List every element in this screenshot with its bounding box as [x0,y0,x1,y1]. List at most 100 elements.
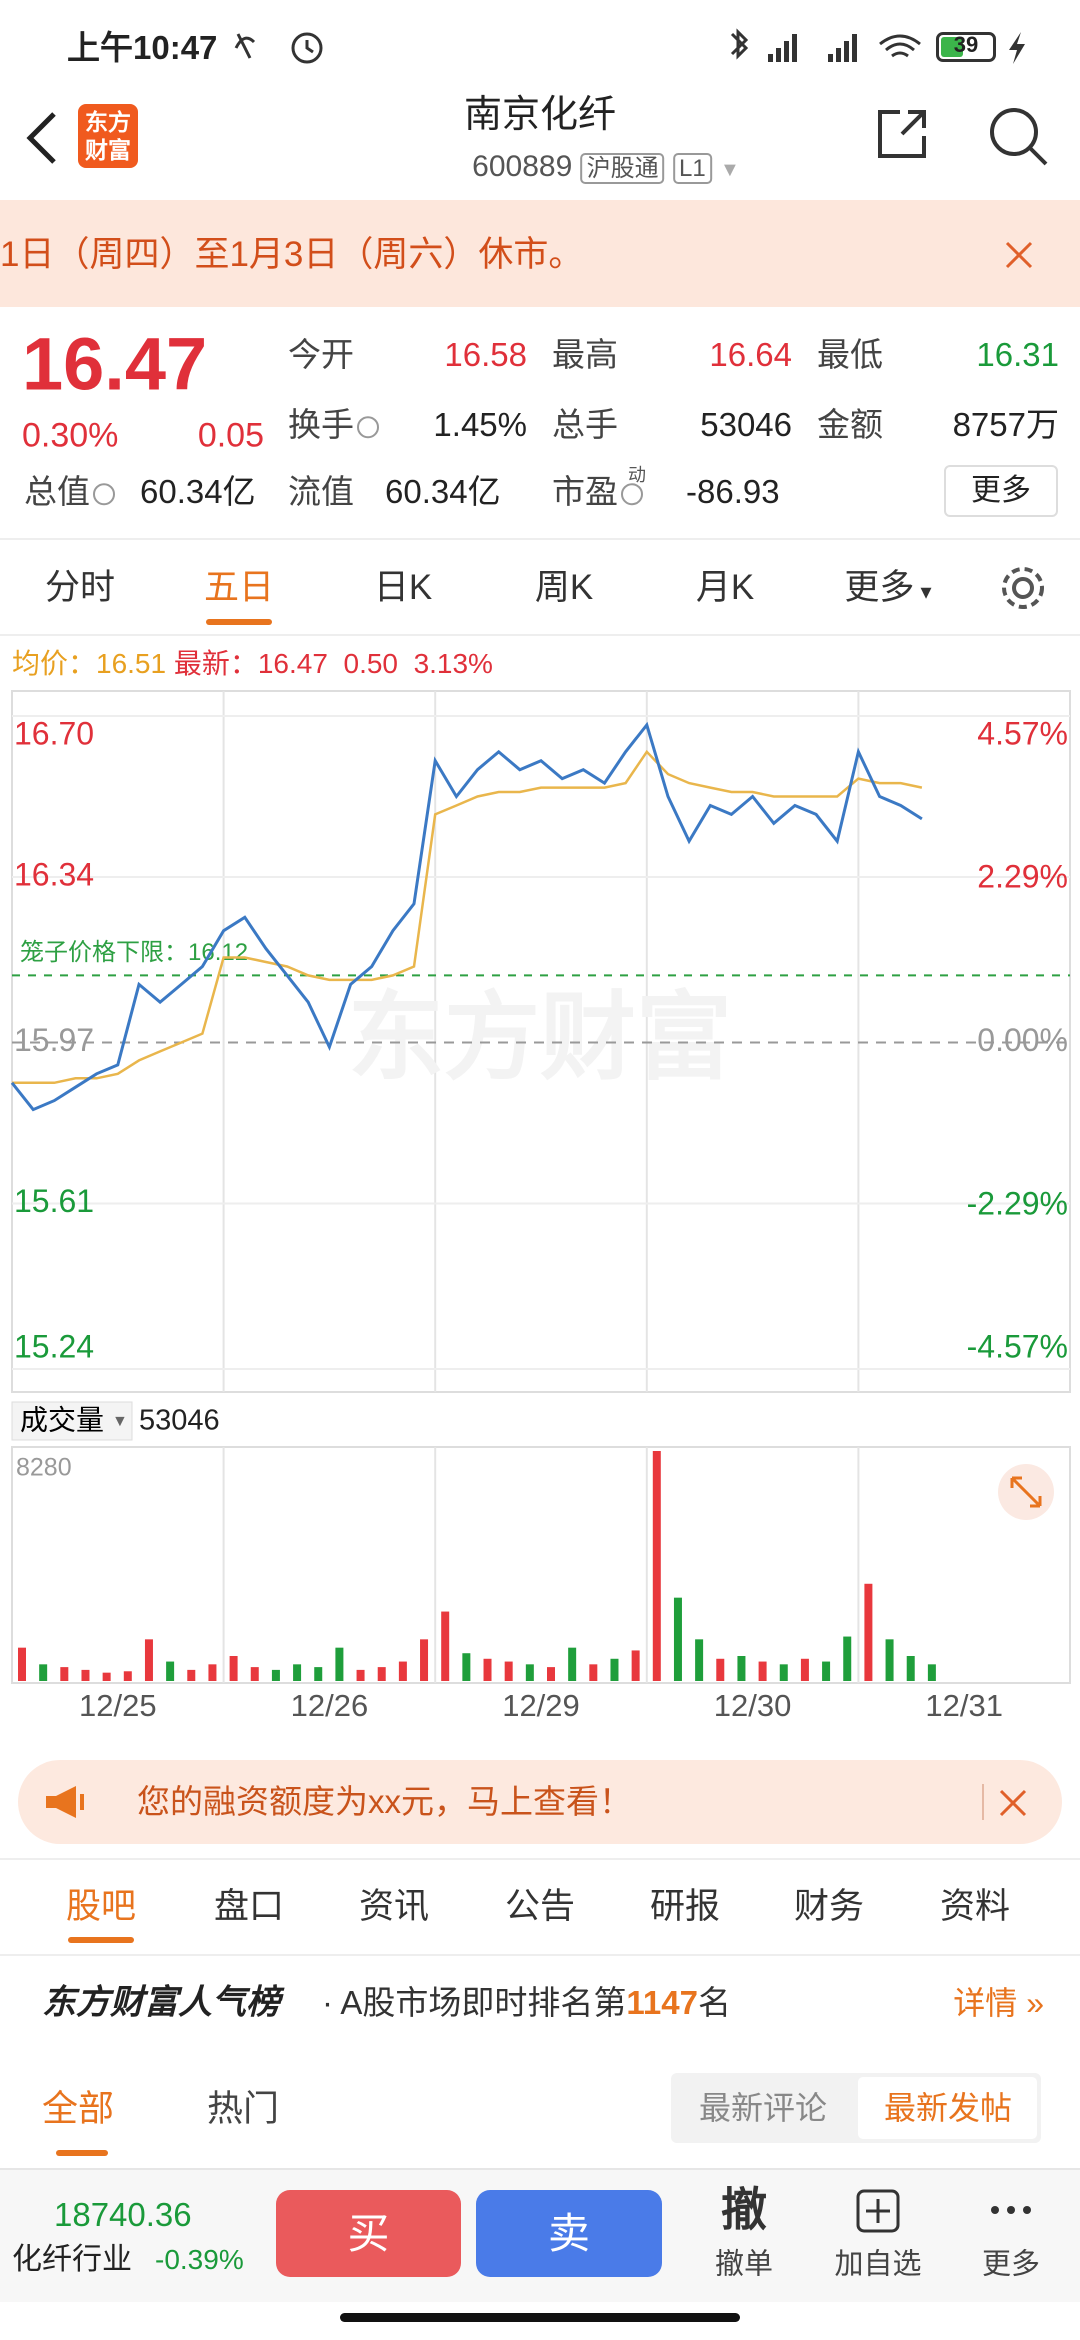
stock-name: 南京化纤 [463,94,617,137]
segment-active [858,2077,1037,2139]
volume-bar [673,1597,682,1681]
notice-text: 1日（周四）至1月3日（周六）休市。 [0,235,584,274]
volume-bar [102,1672,111,1681]
stat-value: 16.58 [444,336,527,374]
volume-bar [60,1667,69,1681]
period-tab[interactable]: 分时 [44,568,116,607]
settings-button[interactable] [998,563,1048,613]
stat-label: 最低 [817,336,883,374]
stat-label: 换手 [288,405,379,445]
y-tick-label: 15.61 [14,1183,94,1219]
volume-bar [568,1647,577,1681]
stat-label: 流值 [288,473,354,511]
info-icon[interactable] [93,483,115,506]
industry-name[interactable]: 化纤行业 [12,2243,132,2276]
level-badge[interactable]: L1 [672,153,712,184]
sell-button[interactable]: 卖 [476,2190,662,2277]
detail-link[interactable]: 详情 » [953,1984,1044,2021]
app-logo[interactable]: 东方财富 [78,104,138,168]
more-button[interactable]: 更多 [944,465,1058,517]
more-menu[interactable]: 更多 [981,2248,1041,2281]
section-tab[interactable]: 股吧 [65,1887,137,1926]
tab-all[interactable]: 全部 [42,2087,115,2129]
tab-indicator [68,1937,134,1943]
period-tab[interactable]: 日K [373,568,433,607]
volume-bar [716,1658,725,1681]
latest-comment[interactable]: 最新评论 [698,2089,828,2126]
section-tab[interactable]: 资料 [939,1887,1011,1926]
latest-post[interactable]: 最新发帖 [883,2089,1013,2126]
y2-tick-label: -2.29% [967,1186,1068,1222]
volume-bar [800,1658,809,1681]
y-tick-label: 15.97 [14,1022,94,1058]
price-line [10,721,923,1112]
volume-selector[interactable] [11,1401,133,1441]
stat-label: 总手 [552,406,618,444]
back-button[interactable] [22,110,62,166]
market-badge: 沪股通 [580,153,665,184]
share-button[interactable] [872,104,932,164]
stat-value: 1.45% [433,406,527,444]
buy-button[interactable]: 买 [276,2190,461,2277]
volume-bar [610,1658,619,1681]
volume-bar [779,1664,788,1681]
range-change: 0.50 [343,648,399,680]
tab-indicator [206,619,272,625]
x-tick-label: 12/26 [291,1688,369,1723]
section-tab[interactable]: 公告 [504,1887,576,1926]
add-watch[interactable]: 加自选 [834,2248,922,2281]
svg-text:▼: ▼ [112,1413,128,1430]
info-icon[interactable] [357,416,379,439]
section-tab[interactable]: 资讯 [358,1887,430,1926]
volume-bar [695,1639,704,1681]
ad-text[interactable]: 您的融资额度为xx元，马上查看！ [137,1783,632,1821]
volume-bar [229,1656,238,1681]
change-amount: 0.05 [197,416,264,455]
cancel-order[interactable]: 撤单 [714,2248,774,2281]
volume-bar [250,1667,259,1681]
watch-icon[interactable] [855,2188,901,2234]
volume-bar [293,1664,302,1681]
volume-bar [822,1661,831,1681]
volume-label[interactable]: 成交量 [20,1404,104,1435]
volume-bar [81,1669,90,1681]
section-tab[interactable]: 研报 [649,1887,721,1926]
rank-suffix: 名 [697,1984,731,2022]
more-icon[interactable] [988,2200,1034,2220]
search-button[interactable] [984,104,1050,170]
period-tab[interactable]: 月K [695,568,755,607]
y-tick-label: 15.24 [14,1328,94,1364]
period-tab[interactable]: 周K [534,568,594,607]
charging-icon [1009,32,1025,64]
period-tab[interactable]: 五日 [203,568,275,607]
industry-index[interactable]: 18740.36 [54,2196,192,2234]
volume-tick-label: 8280 [16,1454,72,1482]
volume-bar [504,1661,513,1681]
volume-bar [885,1639,894,1681]
ad-close[interactable] [998,1788,1028,1818]
stat-value: 8757万 [952,406,1059,444]
popularity-rank-line: · A股市场即时排名第1147名 [322,1983,731,2023]
volume-bar [525,1664,534,1681]
period-tab[interactable]: 更多 ▾ [844,568,932,607]
y-tick-label: 16.70 [14,715,94,751]
cancel-icon[interactable]: 撤 [721,2183,767,2236]
notice-close[interactable] [1004,240,1034,270]
x-tick-label: 12/31 [925,1688,1003,1723]
tab-hot[interactable]: 热门 [207,2087,280,2129]
info-icon[interactable] [621,483,643,506]
cage-label: 笼子价格下限：16.12 [20,939,248,966]
volume-bar [462,1653,471,1681]
stat-value: 16.64 [709,336,792,374]
stat-value: -86.93 [686,473,780,511]
y2-tick-label: 0.00% [977,1022,1068,1058]
section-tab[interactable]: 财务 [793,1887,865,1926]
y2-tick-label: -4.57% [967,1328,1068,1364]
section-tab[interactable]: 盘口 [213,1887,285,1926]
volume-bar [589,1664,598,1681]
ad-banner[interactable] [18,1760,1062,1844]
stat-label: 金额 [817,406,883,444]
volume-bar [398,1661,407,1681]
stat-value: 53046 [700,406,792,444]
